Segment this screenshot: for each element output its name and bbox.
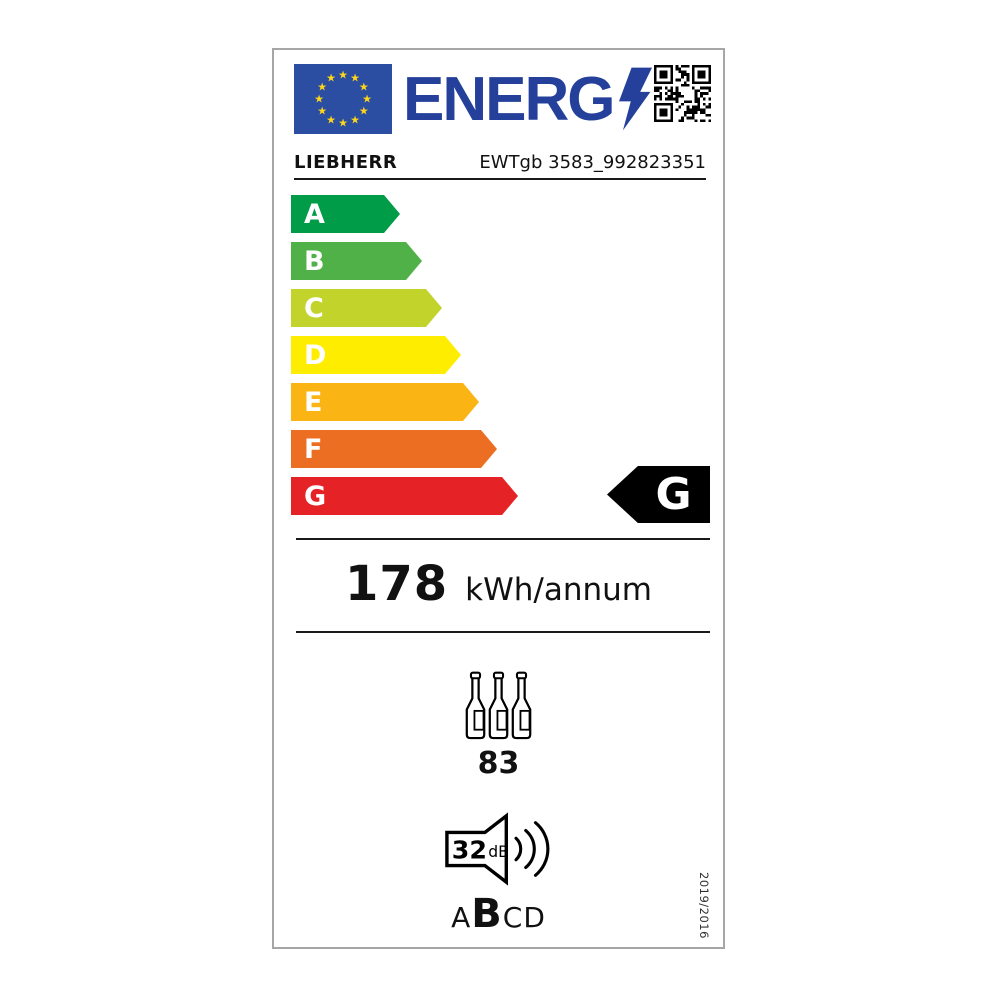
eu-star-icon: ★: [362, 92, 372, 106]
bottle-count: 83: [477, 746, 520, 781]
eu-star-icon: ★: [358, 104, 369, 118]
brand-row: LIEBHERR EWTgb 3583_992823351: [294, 152, 706, 180]
eu-star-icon: ★: [338, 116, 348, 130]
eu-star-icon: ★: [338, 68, 348, 82]
energy-consumption: 178 kWh/annum: [274, 556, 723, 612]
eu-star-icon: ★: [326, 71, 336, 85]
eu-star-icon: ★: [326, 113, 336, 127]
scale-grade-label: B: [304, 245, 325, 277]
lightning-bolt-icon: [619, 67, 652, 131]
noise-class-scale: A B C D: [274, 891, 723, 937]
wine-bottle-icon: [511, 671, 532, 740]
rating-grade: G: [655, 468, 692, 520]
eu-star-icon: ★: [317, 104, 328, 118]
noise-pictogram: 32 dB: [274, 811, 723, 887]
scale-grade-label: C: [304, 292, 324, 324]
scale-grade-label: G: [304, 480, 327, 512]
energy-unit: kWh/annum: [465, 572, 653, 608]
rating-indicator-arrow: G: [607, 466, 710, 523]
scale-arrow-e: E: [291, 383, 479, 421]
noise-class-d: D: [523, 901, 546, 934]
noise-class-c: C: [502, 901, 524, 934]
divider-top: [296, 538, 710, 540]
scale-grade-label: D: [304, 339, 327, 371]
eu-star-icon: ★: [350, 113, 360, 127]
scale-arrow-a: A: [291, 195, 400, 233]
eu-star-icon: ★: [317, 80, 328, 94]
qr-code-icon: [654, 65, 711, 122]
scale-grade-label: F: [304, 433, 323, 465]
noise-unit: dB: [488, 843, 509, 861]
scale-arrow-b: B: [291, 242, 422, 280]
wine-bottle-icon: [465, 671, 486, 740]
noise-class-a: A: [451, 901, 472, 934]
efficiency-scale: A B C D E F G: [291, 195, 518, 524]
energy-value: 178: [344, 556, 449, 612]
sound-waves-icon: [513, 821, 549, 877]
scale-grade-label: A: [304, 198, 325, 230]
wine-bottle-icon: [488, 671, 509, 740]
eu-star-icon: ★: [350, 71, 360, 85]
eu-star-icon: ★: [358, 80, 369, 94]
regulation-reference: 2019/2016: [697, 872, 711, 939]
noise-value: 32: [451, 836, 486, 865]
noise-class-b: B: [471, 891, 503, 937]
divider-bottom: [296, 631, 710, 633]
eu-star-icon: ★: [314, 92, 324, 106]
scale-arrow-d: D: [291, 336, 461, 374]
model-number: EWTgb 3583_992823351: [479, 152, 706, 173]
scale-arrow-g: G: [291, 477, 518, 515]
speaker-icon: 32 dB: [444, 812, 549, 886]
eu-flag-icon: ★ ★ ★ ★ ★ ★ ★ ★ ★ ★ ★ ★: [294, 64, 392, 134]
energy-label: ★ ★ ★ ★ ★ ★ ★ ★ ★ ★ ★ ★ ENERG LIEBHERR EWTgb 3583_9…: [272, 48, 725, 949]
brand-name: LIEBHERR: [294, 152, 398, 173]
scale-arrow-f: F: [291, 430, 497, 468]
energy-logo-text: ENERG: [403, 64, 615, 134]
bottle-capacity-icons: [274, 671, 723, 741]
scale-grade-label: E: [304, 386, 323, 418]
scale-arrow-c: C: [291, 289, 442, 327]
qr-code-pattern: [654, 65, 711, 122]
